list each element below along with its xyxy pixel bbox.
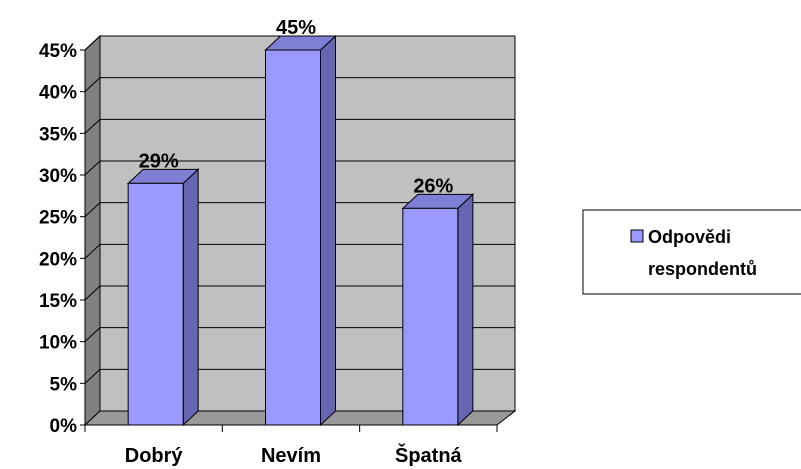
y-tick-label: 5% (50, 374, 78, 395)
y-tick-label: 45% (39, 41, 77, 62)
category-label: Nevím (261, 445, 321, 467)
gridline-depth (84, 160, 101, 176)
bar-špatná (401, 193, 475, 427)
legend-box (582, 209, 801, 295)
data-label: 26% (413, 175, 453, 197)
bar-side (182, 168, 199, 427)
gridline-depth (84, 35, 101, 51)
y-tick-label: 35% (39, 124, 77, 145)
legend: Odpovědi respondentů (582, 209, 801, 295)
y-tick-label: 0% (50, 416, 78, 437)
gridline-depth (84, 118, 101, 134)
legend-label-line-2: respondentů (648, 259, 757, 279)
gridline-depth (84, 202, 101, 218)
category-label: Dobrý (125, 445, 184, 467)
y-axis-tick-labels: 0% 5% 10% 15% 20% 25% 30% 35% 40% 45% (39, 41, 77, 437)
y-tick-label: 40% (39, 83, 77, 104)
bar-dobrý (126, 168, 200, 427)
legend-swatch (630, 229, 644, 243)
gridline-depth (84, 77, 101, 93)
x-axis-ticks (84, 425, 498, 432)
gridline-depth (84, 327, 101, 343)
data-label: 45% (276, 17, 316, 39)
y-tick-label: 25% (39, 208, 77, 229)
y-tick-label: 10% (39, 333, 77, 354)
gridline-depth (84, 368, 101, 384)
bar-side (457, 193, 474, 427)
data-label: 29% (139, 150, 179, 172)
bar-side (320, 34, 336, 427)
gridline-depth (84, 243, 101, 259)
bar-front (402, 207, 459, 426)
bar-front (127, 182, 184, 426)
bar-nevím (264, 34, 337, 427)
y-tick-label: 30% (39, 166, 77, 187)
data-labels: 29% 45% 26% (139, 17, 454, 197)
legend-label-line-1: Odpovědi (648, 227, 731, 247)
bar-front (265, 49, 321, 426)
x-axis-category-labels: Dobrý Nevím Špatná (125, 443, 463, 467)
y-tick-label: 15% (39, 291, 77, 312)
bars (126, 34, 475, 427)
gridline-depth (84, 285, 101, 301)
chart-side-wall (84, 34, 101, 427)
category-label: Špatná (395, 443, 463, 467)
y-tick-label: 20% (39, 249, 77, 270)
